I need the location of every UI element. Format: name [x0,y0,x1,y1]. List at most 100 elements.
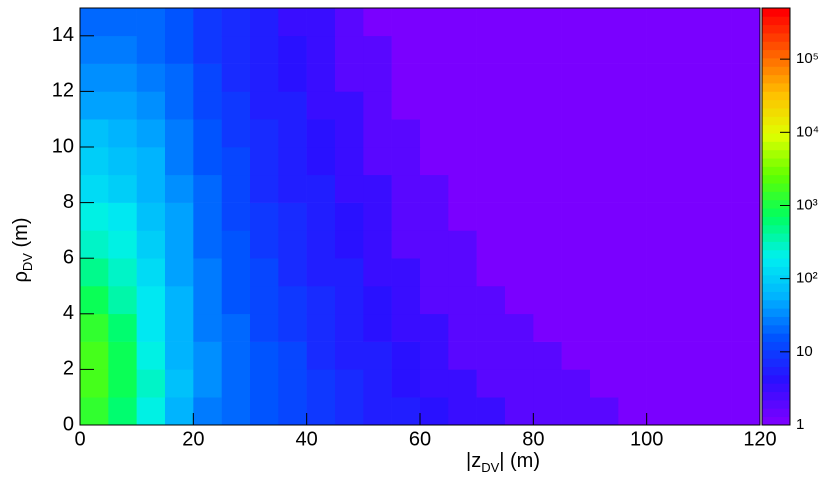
heatmap-cell [505,258,534,287]
heatmap-cell [476,313,506,342]
colorbar-band [762,41,790,51]
heatmap-cell [193,147,222,176]
heatmap-cell [136,202,166,231]
heatmap-cell [618,313,647,342]
heatmap-cell [363,147,392,176]
heatmap-cell [590,258,619,287]
colorbar-band [762,158,790,167]
heatmap-cell [165,174,194,203]
heatmap-cell [618,8,647,37]
heatmap-cell [250,147,279,176]
heatmap-cell [363,63,392,92]
heatmap-cell [533,147,562,176]
colorbar-band [762,316,790,326]
heatmap-cell [278,341,307,370]
x-tick-label: 40 [296,428,318,450]
heatmap-cell [136,397,166,426]
heatmap-cell [561,35,591,64]
colorbar-tick-label: 10² [796,270,818,287]
colorbar-band [762,191,790,201]
heatmap-cell [505,230,534,259]
heatmap-cell [561,286,591,315]
heatmap-cell [505,202,534,231]
colorbar-band [762,333,790,342]
heatmap-cell [590,119,619,148]
heatmap-cell [193,8,222,37]
colorbar-band [762,8,790,17]
x-tick-label: 20 [182,428,204,450]
heatmap-cell [561,8,591,37]
heatmap-cell [391,230,421,259]
heatmap-cell [363,313,392,342]
heatmap-cell [420,174,449,203]
heatmap-cell [703,91,732,120]
heatmap-cell [391,63,421,92]
heatmap-cell [391,147,421,176]
heatmap-cell [731,286,761,315]
heatmap-cell [675,258,704,287]
heatmap-cell [335,230,364,259]
heatmap-cell [420,286,449,315]
heatmap-cell [193,119,222,148]
heatmap-cell [193,230,222,259]
colorbar-band [762,91,790,101]
colorbar-band [762,341,790,351]
x-axis-label: |zDV| (m) [466,450,540,475]
heatmap-cell [165,8,194,37]
colorbar-band [762,299,790,309]
heatmap-cell [618,369,647,398]
colorbar-band [762,141,790,151]
y-axis-label: ρDV (m) [10,218,35,283]
heatmap-cell [108,397,137,426]
heatmap-cell [561,174,591,203]
heatmap-cell [646,397,676,426]
heatmap-cell [646,286,676,315]
heatmap-cell [80,313,109,342]
heatmap-cell [136,147,166,176]
heatmap-cell [278,147,307,176]
heatmap-cell [533,369,562,398]
heatmap-cell [618,147,647,176]
heatmap-cell [505,91,534,120]
heatmap-cell [646,341,676,370]
heatmap-cell [561,369,591,398]
heatmap-cell [675,397,704,426]
heatmap-cell [108,119,137,148]
x-tick-label: 60 [409,428,431,450]
heatmap-cell [391,286,421,315]
heatmap-cell [448,8,477,37]
heatmap-cell [703,147,732,176]
heatmap-cell [561,397,591,426]
colorbar-band [762,99,790,109]
heatmap-cell [675,369,704,398]
heatmap-cell [80,397,109,426]
heatmap-cell [80,258,109,287]
heatmap-cell [193,313,222,342]
colorbar-band [762,58,790,67]
heatmap-cell [731,35,761,64]
heatmap-cell [448,35,477,64]
heatmap-cell [703,202,732,231]
heatmap-cell [193,341,222,370]
heatmap-cell [420,230,449,259]
heatmap-cell [391,397,421,426]
heatmap-cell [505,341,534,370]
heatmap-cell [646,369,676,398]
heatmap-cell [221,286,251,315]
heatmap-cell [250,258,279,287]
colorbar-band [762,33,790,42]
heatmap-cell [533,174,562,203]
heatmap-cell [165,286,194,315]
heatmap-cell [363,230,392,259]
heatmap-cell [250,8,279,37]
heatmap-cell [221,313,251,342]
heatmap-cell [646,174,676,203]
colorbar-band [762,249,790,259]
colorbar-tick-label: 10⁵ [796,50,819,67]
heatmap-cell [363,258,392,287]
heatmap-cell [165,230,194,259]
heatmap-cell [731,313,761,342]
heatmap-cell [306,147,336,176]
heatmap-cell [731,369,761,398]
